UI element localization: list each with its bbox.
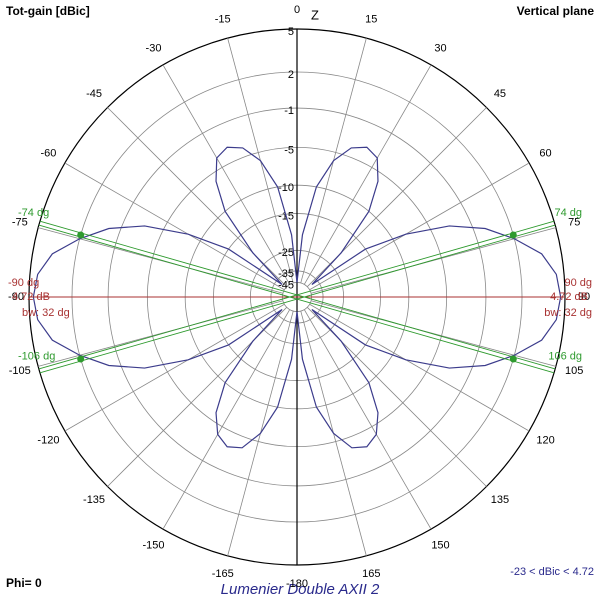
angle-tick-label: 0 bbox=[294, 4, 300, 16]
beam-label: -74 dg bbox=[18, 207, 49, 219]
angle-tick-label: 90 bbox=[578, 291, 590, 303]
grid-spoke bbox=[309, 162, 530, 291]
angle-tick-label: 120 bbox=[536, 434, 554, 446]
angle-tick-label: -180 bbox=[286, 578, 308, 590]
beam-point bbox=[509, 355, 517, 363]
beam-label: -106 dg bbox=[18, 351, 55, 363]
max-angle-label: -90 dg bbox=[8, 277, 39, 289]
angle-tick-label: 150 bbox=[431, 539, 449, 551]
angle-tick-label: -105 bbox=[9, 365, 31, 377]
phi-label: Phi= 0 bbox=[6, 576, 42, 590]
radial-tick-label: -35 bbox=[278, 268, 294, 280]
beamwidth-label: bw: 32 dg bbox=[22, 307, 70, 319]
max-gain-label: 4.72 dB bbox=[12, 291, 50, 303]
beam-label: 106 dg bbox=[548, 351, 582, 363]
beam-point bbox=[509, 231, 517, 239]
angle-tick-label: -60 bbox=[40, 147, 56, 159]
caption: Lumenier Double AXII 2 bbox=[221, 581, 380, 598]
chart-subtitle: Vertical plane bbox=[517, 4, 595, 18]
radial-tick-label: -10 bbox=[278, 182, 294, 194]
beamwidth-label: bw: 32 dg bbox=[544, 307, 592, 319]
angle-tick-label: 75 bbox=[568, 217, 580, 229]
angle-tick-label: -30 bbox=[146, 42, 162, 54]
angle-tick-label: -45 bbox=[86, 88, 102, 100]
angle-tick-label: 15 bbox=[365, 14, 377, 26]
beam-label: 74 dg bbox=[554, 207, 582, 219]
radial-tick-label: 5 bbox=[288, 26, 294, 38]
angle-tick-label: 165 bbox=[362, 568, 380, 580]
range-label: -23 < dBic < 4.72 bbox=[510, 566, 594, 578]
grid-spoke bbox=[64, 162, 285, 291]
angle-tick-label: -90 bbox=[8, 291, 24, 303]
grid-spoke bbox=[162, 64, 291, 285]
angle-tick-label: -120 bbox=[37, 434, 59, 446]
axis-label: Z bbox=[311, 7, 319, 22]
angle-tick-label: -15 bbox=[215, 14, 231, 26]
pattern-trace bbox=[32, 146, 562, 449]
grid-spoke bbox=[162, 309, 291, 530]
angle-tick-label: -135 bbox=[83, 494, 105, 506]
angle-tick-label: 105 bbox=[565, 365, 583, 377]
grid-spoke bbox=[309, 303, 530, 432]
grid-spoke bbox=[303, 309, 432, 530]
radial-tick-label: -1 bbox=[284, 105, 294, 117]
beam-point bbox=[77, 231, 85, 239]
angle-tick-label: 60 bbox=[539, 147, 551, 159]
angle-tick-label: 45 bbox=[494, 88, 506, 100]
radial-tick-label: -5 bbox=[284, 144, 294, 156]
grid-spoke bbox=[64, 303, 285, 432]
angle-tick-label: -150 bbox=[142, 539, 164, 551]
chart-title: Tot-gain [dBic] bbox=[6, 4, 90, 18]
angle-tick-label: -75 bbox=[12, 217, 28, 229]
angle-tick-label: 30 bbox=[434, 42, 446, 54]
max-angle-label: 90 dg bbox=[564, 277, 592, 289]
grid-spoke bbox=[303, 64, 432, 285]
beam-point bbox=[77, 355, 85, 363]
angle-tick-label: 135 bbox=[491, 494, 509, 506]
radial-tick-label: 2 bbox=[288, 69, 294, 81]
radial-tick-label: -45 bbox=[278, 279, 294, 291]
angle-tick-label: -165 bbox=[212, 568, 234, 580]
radial-tick-label: -25 bbox=[278, 247, 294, 259]
max-gain-label: 4.72 dB bbox=[550, 291, 588, 303]
